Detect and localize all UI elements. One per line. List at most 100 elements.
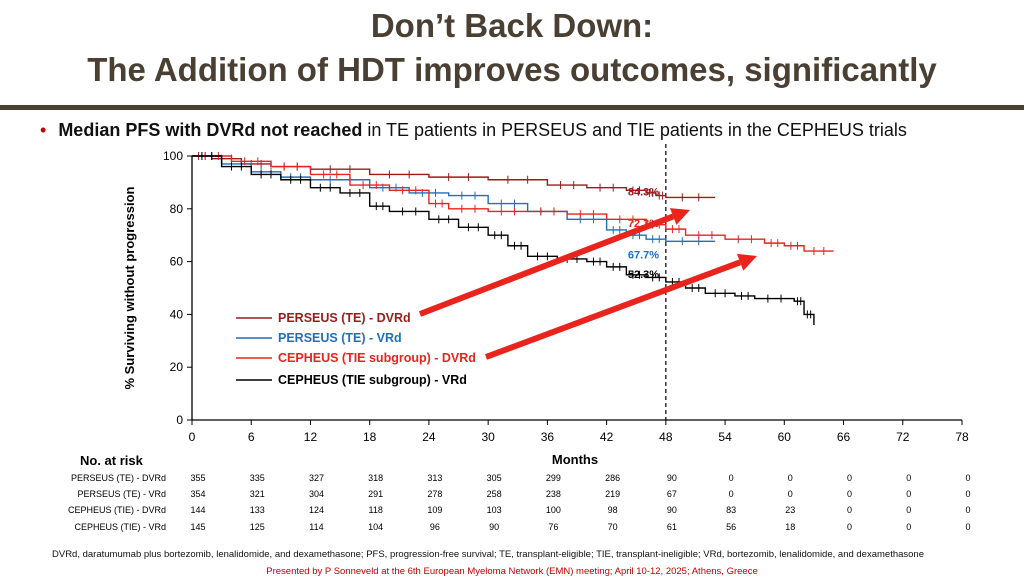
at-risk-value: 313 — [427, 473, 442, 483]
x-tick-label: 66 — [837, 430, 851, 444]
y-tick-label: 40 — [170, 307, 184, 321]
at-risk-value: 0 — [847, 505, 852, 515]
at-risk-row-label: PERSEUS (TE) - DVRd — [71, 473, 166, 483]
at-risk-row-label: PERSEUS (TE) - VRd — [77, 489, 166, 499]
at-risk-value: 286 — [605, 473, 620, 483]
x-tick-label: 12 — [304, 430, 318, 444]
y-tick-label: 0 — [176, 413, 183, 427]
x-tick-label: 48 — [659, 430, 673, 444]
x-tick-label: 42 — [600, 430, 614, 444]
x-tick-label: 0 — [189, 430, 196, 444]
at-risk-value: 327 — [309, 473, 324, 483]
at-risk-value: 83 — [726, 505, 736, 515]
at-risk-value: 76 — [548, 522, 558, 532]
y-tick-label: 100 — [163, 149, 183, 163]
at-risk-value: 56 — [726, 522, 736, 532]
at-risk-value: 299 — [546, 473, 561, 483]
y-tick-label: 20 — [170, 360, 184, 374]
y-tick-label: 60 — [170, 255, 184, 269]
x-tick-label: 24 — [422, 430, 436, 444]
at-risk-value: 0 — [788, 489, 793, 499]
at-risk-value: 104 — [368, 522, 383, 532]
legend-label: PERSEUS (TE) - DVRd — [278, 311, 411, 325]
at-risk-value: 0 — [906, 505, 911, 515]
at-risk-value: 355 — [190, 473, 205, 483]
footnote: DVRd, daratumumab plus bortezomib, lenal… — [52, 549, 925, 560]
x-tick-label: 72 — [896, 430, 910, 444]
legend-label: CEPHEUS (TIE subgroup) - VRd — [278, 373, 467, 387]
at-risk-value: 0 — [965, 522, 970, 532]
at-risk-value: 0 — [847, 489, 852, 499]
km-curve-0 — [192, 155, 716, 199]
red-arrow-head — [736, 253, 757, 271]
at-risk-value: 335 — [250, 473, 265, 483]
at-risk-value: 219 — [605, 489, 620, 499]
legend-label: PERSEUS (TE) - VRd — [278, 331, 402, 345]
at-risk-value: 125 — [250, 522, 265, 532]
at-risk-value: 238 — [546, 489, 561, 499]
at-risk-value: 0 — [847, 522, 852, 532]
red-arrow-shaft — [418, 213, 675, 317]
at-risk-value: 0 — [847, 473, 852, 483]
at-risk-value: 61 — [667, 522, 677, 532]
at-risk-value: 0 — [729, 473, 734, 483]
at-risk-header: No. at risk — [80, 453, 144, 468]
at-risk-value: 114 — [309, 522, 323, 532]
at-risk-value: 118 — [369, 505, 383, 515]
median-pfs-label: 84.3% — [628, 186, 659, 198]
at-risk-value: 90 — [489, 522, 499, 532]
bullet-bold-text: Median PFS with DVRd not reached — [58, 120, 363, 140]
red-arrow-head — [669, 208, 690, 225]
at-risk-value: 144 — [190, 505, 205, 515]
at-risk-value: 0 — [965, 473, 970, 483]
at-risk-value: 305 — [487, 473, 502, 483]
at-risk-value: 23 — [785, 505, 795, 515]
x-tick-label: 36 — [541, 430, 555, 444]
km-curve-3 — [192, 155, 815, 325]
x-tick-label: 60 — [778, 430, 792, 444]
at-risk-value: 258 — [487, 489, 502, 499]
red-arrow-shaft — [484, 259, 742, 360]
at-risk-value: 278 — [427, 489, 442, 499]
y-axis-title: % Surviving without progression — [122, 186, 137, 389]
at-risk-value: 103 — [487, 505, 502, 515]
at-risk-value: 0 — [965, 489, 970, 499]
at-risk-value: 0 — [906, 522, 911, 532]
title-divider — [0, 105, 1024, 110]
km-curve-2 — [192, 155, 834, 252]
at-risk-value: 90 — [667, 505, 677, 515]
legend-label: CEPHEUS (TIE subgroup) - DVRd — [278, 351, 476, 365]
at-risk-value: 18 — [785, 522, 795, 532]
at-risk-value: 100 — [546, 505, 561, 515]
median-pfs-label: 52.3% — [628, 269, 659, 281]
x-tick-label: 54 — [718, 430, 732, 444]
at-risk-value: 0 — [965, 505, 970, 515]
at-risk-value: 318 — [368, 473, 383, 483]
at-risk-row-label: CEPHEUS (TIE) - DVRd — [68, 505, 166, 515]
x-tick-label: 18 — [363, 430, 377, 444]
x-tick-label: 30 — [481, 430, 495, 444]
bullet-dot-icon: • — [40, 120, 47, 140]
at-risk-value: 0 — [729, 489, 734, 499]
at-risk-value: 109 — [427, 505, 442, 515]
at-risk-value: 67 — [667, 489, 677, 499]
at-risk-value: 133 — [250, 505, 265, 515]
slide-title-line2: The Addition of HDT improves outcomes, s… — [87, 51, 937, 88]
at-risk-value: 0 — [906, 489, 911, 499]
median-pfs-label: 67.7% — [628, 249, 659, 261]
at-risk-value: 0 — [788, 473, 793, 483]
at-risk-value: 0 — [906, 473, 911, 483]
bullet-point: • Median PFS with DVRd not reached in TE … — [40, 120, 907, 141]
at-risk-value: 70 — [608, 522, 618, 532]
at-risk-value: 145 — [190, 522, 205, 532]
at-risk-row-label: CEPHEUS (TIE) - VRd — [74, 522, 166, 532]
at-risk-value: 354 — [190, 489, 205, 499]
at-risk-value: 98 — [608, 505, 618, 515]
x-tick-label: 78 — [955, 430, 969, 444]
at-risk-value: 124 — [309, 505, 324, 515]
bullet-text: in TE patients in PERSEUS and TIE patien… — [362, 120, 907, 140]
at-risk-value: 291 — [368, 489, 383, 499]
x-tick-label: 6 — [248, 430, 255, 444]
at-risk-value: 90 — [667, 473, 677, 483]
